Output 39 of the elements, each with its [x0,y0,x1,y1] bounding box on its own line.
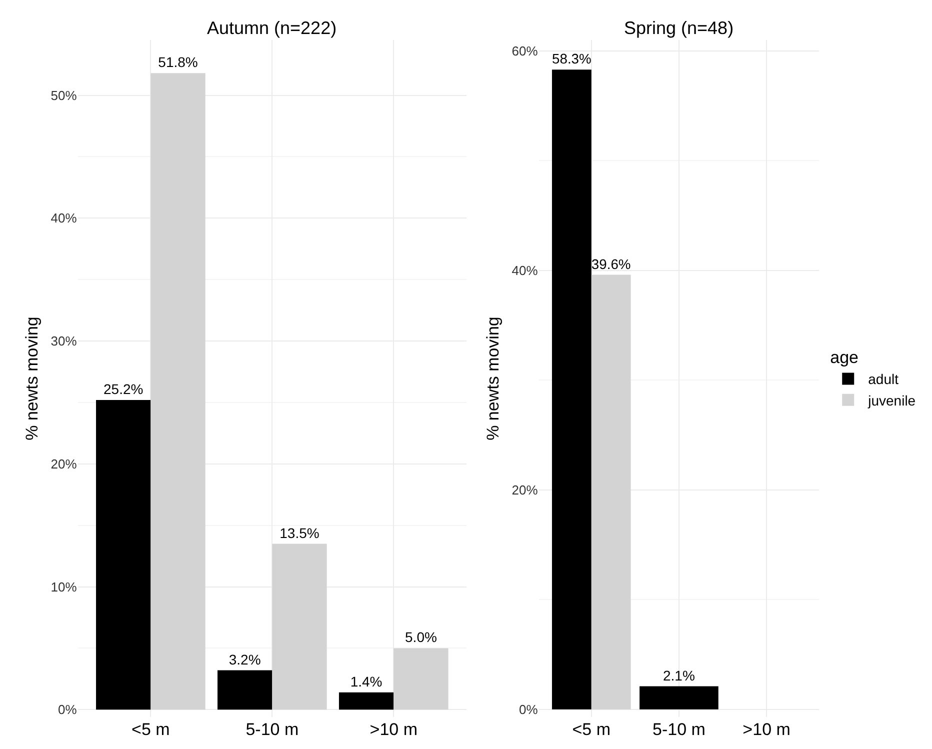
y-tick-label: 60% [512,44,538,59]
bar [338,692,394,710]
bar [591,274,631,710]
y-tick-label: 0% [519,702,538,717]
chart-title: Autumn (n=222) [207,18,337,38]
x-tick-label: 5-10 m [246,720,299,739]
legend-label: adult [868,371,899,388]
bar [150,73,206,710]
x-tick-label: >10 m [742,720,790,739]
x-tick-label: 5-10 m [652,720,706,739]
bar [96,400,151,710]
data-label: 25.2% [104,381,144,397]
y-tick-label: 20% [50,456,78,472]
x-tick-label: <5 m [132,720,170,739]
chart-title: Spring (n=48) [624,18,734,38]
data-label: 1.4% [350,673,382,690]
y-tick-label: 30% [50,334,78,349]
x-tick-label: <5 m [572,720,611,739]
data-label: 13.5% [280,524,320,541]
legend-label: juvenile [867,392,916,408]
data-label: 2.1% [663,667,695,684]
data-label: 51.8% [158,54,198,70]
y-tick-label: 40% [512,262,538,278]
y-tick-label: 20% [512,482,538,498]
y-tick-label: 40% [50,210,78,226]
y-axis-title: % newts moving [483,316,502,440]
data-label: 58.3% [552,50,592,67]
bar [272,544,327,710]
legend-title: age [830,348,858,368]
y-tick-label: 0% [58,702,78,718]
y-tick-label: 50% [50,88,78,103]
bar [218,670,272,710]
data-label: 39.6% [591,256,631,272]
bar [394,648,448,710]
data-label: 5.0% [405,629,437,646]
y-axis-title: % newts moving [22,316,42,440]
y-tick-label: 10% [50,579,78,594]
x-tick-label: >10 m [370,720,418,739]
data-label: 3.2% [228,651,261,668]
